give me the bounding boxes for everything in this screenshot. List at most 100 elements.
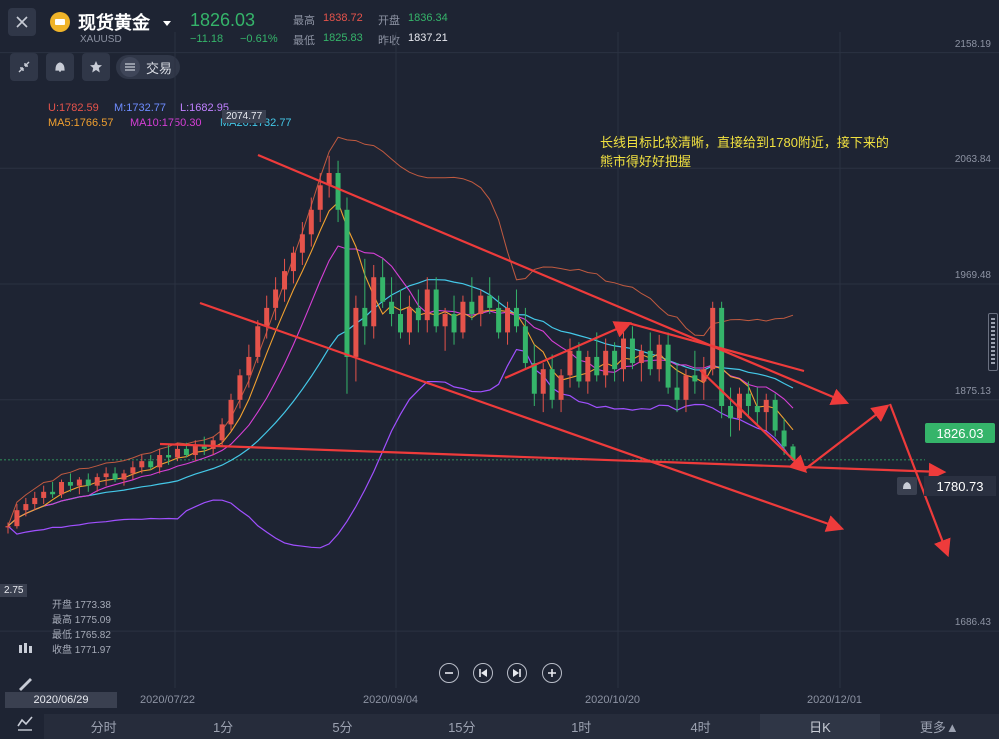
candle (656, 344, 662, 370)
candle (478, 295, 484, 315)
candle-style-icon[interactable] (12, 636, 38, 662)
favorite-button[interactable] (82, 53, 110, 81)
candle (174, 448, 180, 458)
zoom-out-button[interactable] (439, 663, 459, 683)
tab-2[interactable]: 1分 (212, 720, 234, 735)
candle (674, 387, 680, 400)
draw-tool-icon[interactable] (12, 670, 38, 696)
candle (692, 375, 698, 382)
candle (192, 445, 198, 456)
trend-arrow (699, 369, 808, 474)
tab-8[interactable]: 更多▲ (919, 720, 959, 735)
trend-arrow (888, 403, 951, 558)
symbol-name[interactable]: 现货黄金 (78, 13, 150, 33)
candle (201, 445, 207, 449)
tab-5[interactable]: 1时 (571, 720, 592, 735)
candle (424, 289, 430, 321)
candle (5, 526, 11, 528)
zoom-scrollbar[interactable] (988, 313, 998, 371)
alert-price-tag[interactable]: 1780.73 (924, 476, 996, 496)
trend-arrow (504, 321, 633, 380)
candle (585, 356, 591, 382)
trade-button[interactable]: 交易 (116, 55, 181, 79)
plus-icon (548, 669, 556, 677)
open-value: 1836.34 (408, 12, 448, 24)
ohlc-low: 最低 1765.82 (52, 630, 111, 641)
tab-3[interactable]: 5分 (332, 720, 353, 735)
candle (50, 491, 56, 495)
candle (299, 234, 305, 253)
candle (210, 440, 216, 449)
ma10-legend: MA10:1750.30 (130, 117, 202, 129)
candle (157, 455, 163, 468)
zoom-in-button[interactable] (542, 663, 562, 683)
chevron-down-icon[interactable] (162, 15, 172, 33)
scroll-end-button[interactable] (507, 663, 527, 683)
trend-arrow (159, 442, 947, 481)
close-icon (16, 16, 28, 28)
x-tick-2: 2020/09/04 (363, 694, 419, 706)
candle (745, 393, 751, 406)
candle (94, 477, 100, 486)
current-price-tag: 1826.03 (925, 423, 995, 443)
prev-close-label: 昨收 (378, 35, 400, 47)
candle (398, 314, 403, 333)
tab-7[interactable]: 日K (760, 714, 880, 739)
candle (139, 461, 145, 468)
candle (513, 307, 519, 327)
candle (719, 307, 725, 406)
candle (76, 479, 82, 486)
alert-button[interactable] (46, 53, 74, 81)
collapse-button[interactable] (10, 53, 38, 81)
annotation-line-1: 长线目标比较清晰，直接给到1780附近，接下来的 (600, 135, 889, 150)
close-button[interactable] (8, 8, 36, 36)
candle (14, 510, 20, 527)
candle (380, 277, 386, 302)
annotation-text: 长线目标比较清晰，直接给到1780附近，接下来的 熊市得好好把握 (600, 133, 889, 171)
open-label: 开盘 (378, 15, 400, 27)
tab-1[interactable]: 分时 (90, 720, 117, 735)
candle (362, 307, 368, 327)
candle (121, 473, 127, 480)
left-value-label: 2.75 (0, 584, 28, 597)
bb-middle-legend: M:1732.77 (114, 102, 166, 114)
candle (442, 314, 448, 327)
indicator-icon[interactable] (12, 710, 38, 736)
scroll-start-button[interactable] (473, 663, 493, 683)
y-tick-4: 1875.13 (954, 385, 991, 397)
candle (433, 289, 439, 327)
symbol-code: XAUUSD (80, 34, 122, 45)
candle (621, 338, 627, 370)
candle (638, 350, 644, 364)
y-tick-2: 2063.84 (954, 154, 991, 166)
candle (148, 461, 154, 468)
x-tick-3: 2020/10/20 (585, 694, 641, 706)
candle (728, 405, 734, 419)
menu-icon (120, 57, 140, 77)
candle (237, 375, 243, 400)
candle (282, 271, 288, 290)
tab-6[interactable]: 4时 (690, 720, 711, 735)
candle (219, 424, 225, 441)
y-tick-1: 2158.19 (954, 38, 991, 50)
price-change-pct: −0.61% (240, 33, 278, 45)
candle (754, 405, 760, 413)
candle (469, 301, 475, 315)
tab-4[interactable]: 15分 (448, 720, 476, 735)
candle (603, 350, 609, 376)
candle (558, 375, 564, 400)
candle (567, 350, 573, 376)
candle (647, 350, 653, 370)
alert-bell-icon[interactable] (897, 477, 917, 495)
annotation-line-2: 熊市得好好把握 (600, 154, 692, 169)
candle (594, 356, 600, 376)
gold-icon (50, 12, 70, 32)
candle (166, 455, 172, 458)
candle (317, 185, 323, 210)
candle (665, 344, 671, 388)
bell-icon (55, 62, 65, 72)
candle (781, 430, 787, 447)
candle (505, 307, 511, 333)
candle (23, 504, 29, 511)
